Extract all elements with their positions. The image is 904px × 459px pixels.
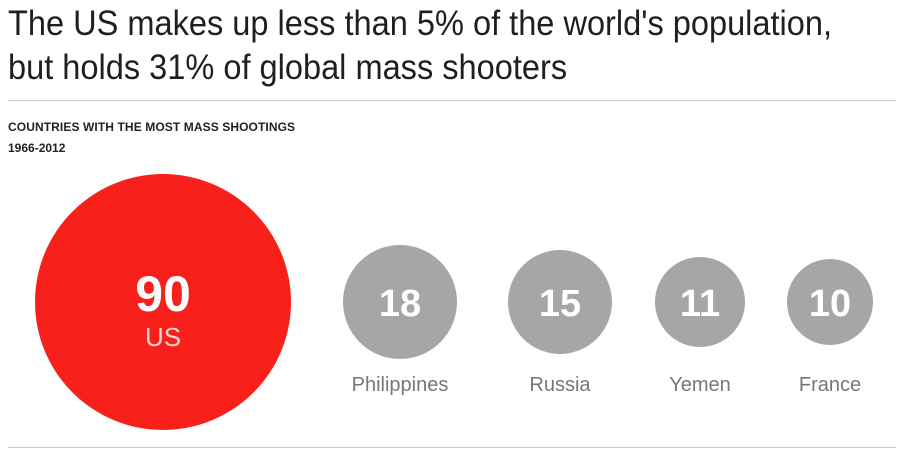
category-label-yemen: Yemen bbox=[669, 374, 731, 396]
value-label-philippines: 18 bbox=[379, 283, 421, 325]
bubble-philippines: 18 Philippines bbox=[343, 245, 457, 396]
bubble-circle-philippines bbox=[343, 245, 457, 359]
chart-subtitle: 1966-2012 bbox=[8, 141, 66, 155]
top-divider bbox=[8, 100, 896, 101]
category-label-us: US bbox=[145, 322, 181, 352]
value-label-france: 10 bbox=[809, 283, 851, 325]
bubble-circle-us bbox=[35, 174, 291, 430]
headline: The US makes up less than 5% of the worl… bbox=[8, 4, 833, 87]
category-label-france: France bbox=[799, 374, 861, 396]
bottom-divider bbox=[8, 447, 896, 448]
bubble-russia: 15 Russia bbox=[508, 250, 612, 396]
category-label-russia: Russia bbox=[529, 374, 591, 396]
bubble-circle-yemen bbox=[655, 257, 745, 347]
value-label-us: 90 bbox=[135, 266, 191, 322]
bubble-yemen: 11 Yemen bbox=[655, 257, 745, 396]
category-label-philippines: Philippines bbox=[352, 374, 449, 396]
bubble-france: 10 France bbox=[787, 259, 873, 396]
chart-title: COUNTRIES WITH THE MOST MASS SHOOTINGS bbox=[8, 120, 296, 134]
bubble-circle-russia bbox=[508, 250, 612, 354]
value-label-yemen: 11 bbox=[680, 283, 720, 325]
value-label-russia: 15 bbox=[539, 283, 581, 325]
bubble-circle-france bbox=[787, 259, 873, 345]
